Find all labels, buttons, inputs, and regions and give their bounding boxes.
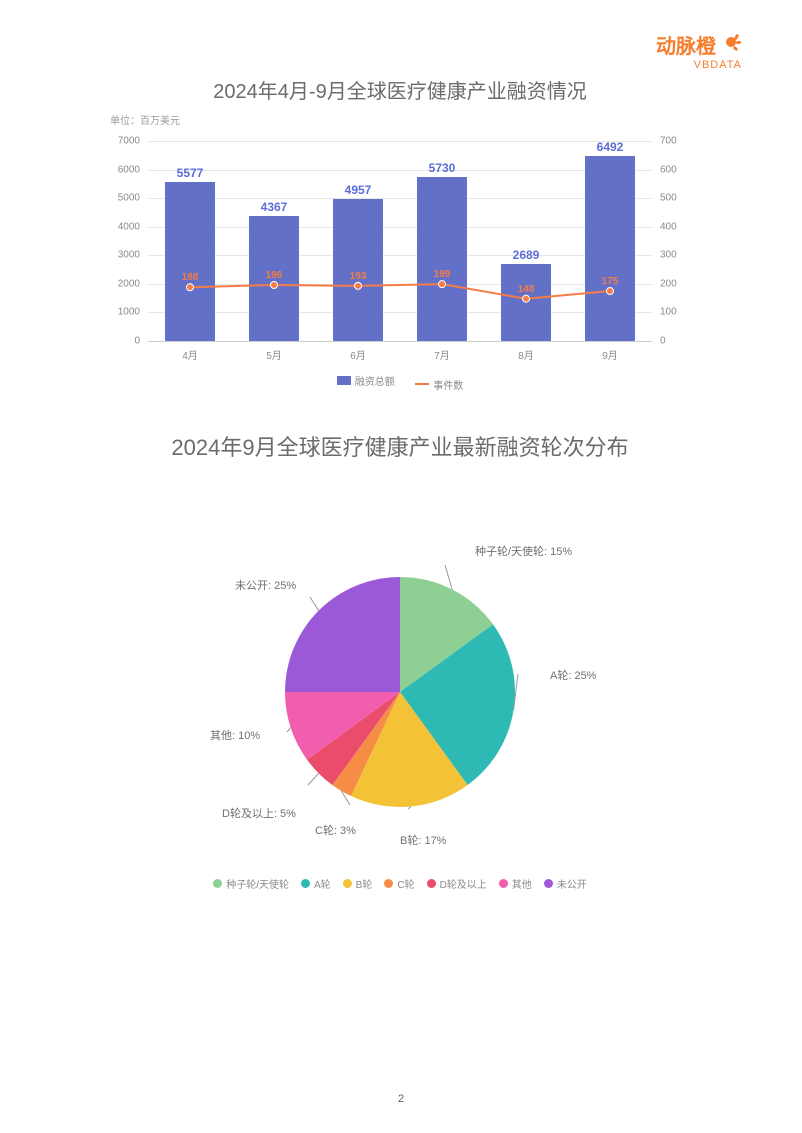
pie-slice-label: 其他: 10% xyxy=(210,727,260,743)
legend-line-label: 事件数 xyxy=(433,377,463,392)
legend-label: A轮 xyxy=(314,876,331,891)
pie-svg xyxy=(80,547,720,857)
line-value-label: 148 xyxy=(518,284,535,295)
pie-slice-label: B轮: 17% xyxy=(400,832,446,848)
legend-item: 其他 xyxy=(499,876,532,891)
line-value-label: 175 xyxy=(602,276,619,287)
chart1-title: 2024年4月-9月全球医疗健康产业融资情况 xyxy=(100,75,700,104)
pie-slice xyxy=(285,577,400,692)
legend-label: 种子轮/天使轮 xyxy=(226,876,289,891)
line-value-label: 193 xyxy=(350,271,367,282)
legend-dot xyxy=(427,879,436,888)
legend-item: D轮及以上 xyxy=(427,876,487,891)
pie-chart: 2024年9月全球医疗健康产业最新融资轮次分布 种子轮/天使轮: 15% A轮: … xyxy=(80,430,720,893)
legend-dot xyxy=(544,879,553,888)
pie-slice-label: D轮及以上: 5% xyxy=(222,805,296,821)
legend-dot xyxy=(384,879,393,888)
legend-label: C轮 xyxy=(397,876,414,891)
pie-slice-label: 种子轮/天使轮: 15% xyxy=(475,543,572,559)
legend-dot xyxy=(499,879,508,888)
legend-item: C轮 xyxy=(384,876,414,891)
brand-name-en: VBDATA xyxy=(656,59,742,71)
page-number: 2 xyxy=(398,1093,404,1105)
chart2-plot-area: 种子轮/天使轮: 15%A轮: 25%B轮: 17%C轮: 3%D轮及以上: 5… xyxy=(80,547,720,857)
legend-dot xyxy=(213,879,222,888)
legend-bar-label: 融资总额 xyxy=(355,373,395,388)
legend-dot xyxy=(343,879,352,888)
line-value-label: 199 xyxy=(434,269,451,280)
bar-line-chart: 2024年4月-9月全球医疗健康产业融资情况 单位：百万美元 010002000… xyxy=(100,75,700,392)
line-series xyxy=(100,131,700,366)
legend-item: B轮 xyxy=(343,876,373,891)
chart1-plot-area: 0100020003000400050006000700001002003004… xyxy=(100,131,700,366)
chart2-title: 2024年9月全球医疗健康产业最新融资轮次分布 xyxy=(80,430,720,462)
legend-line: 事件数 xyxy=(415,377,463,392)
pie-slice-label: 未公开: 25% xyxy=(235,577,296,593)
legend-label: B轮 xyxy=(356,876,373,891)
legend-swatch-line xyxy=(415,383,429,385)
legend-item: A轮 xyxy=(301,876,331,891)
chart1-legend: 融资总额 事件数 xyxy=(100,372,700,392)
brand-logo: 动脉橙 VBDATA xyxy=(656,30,742,71)
legend-bar: 融资总额 xyxy=(337,373,395,388)
chart2-legend: 种子轮/天使轮 A轮 B轮 C轮 D轮及以上 其他 未公开 xyxy=(80,875,720,893)
brand-name-cn: 动脉橙 xyxy=(656,30,716,59)
legend-item: 未公开 xyxy=(544,876,587,891)
line-value-label: 196 xyxy=(266,270,283,281)
legend-item: 种子轮/天使轮 xyxy=(213,876,289,891)
line-value-label: 188 xyxy=(182,272,199,283)
brand-icon xyxy=(720,31,742,59)
legend-label: 未公开 xyxy=(557,876,587,891)
legend-label: 其他 xyxy=(512,876,532,891)
legend-label: D轮及以上 xyxy=(440,876,487,891)
pie-slice-label: A轮: 25% xyxy=(550,667,596,683)
pie-slice-label: C轮: 3% xyxy=(315,822,356,838)
legend-dot xyxy=(301,879,310,888)
legend-swatch-bar xyxy=(337,376,351,385)
chart1-unit: 单位：百万美元 xyxy=(110,112,700,127)
